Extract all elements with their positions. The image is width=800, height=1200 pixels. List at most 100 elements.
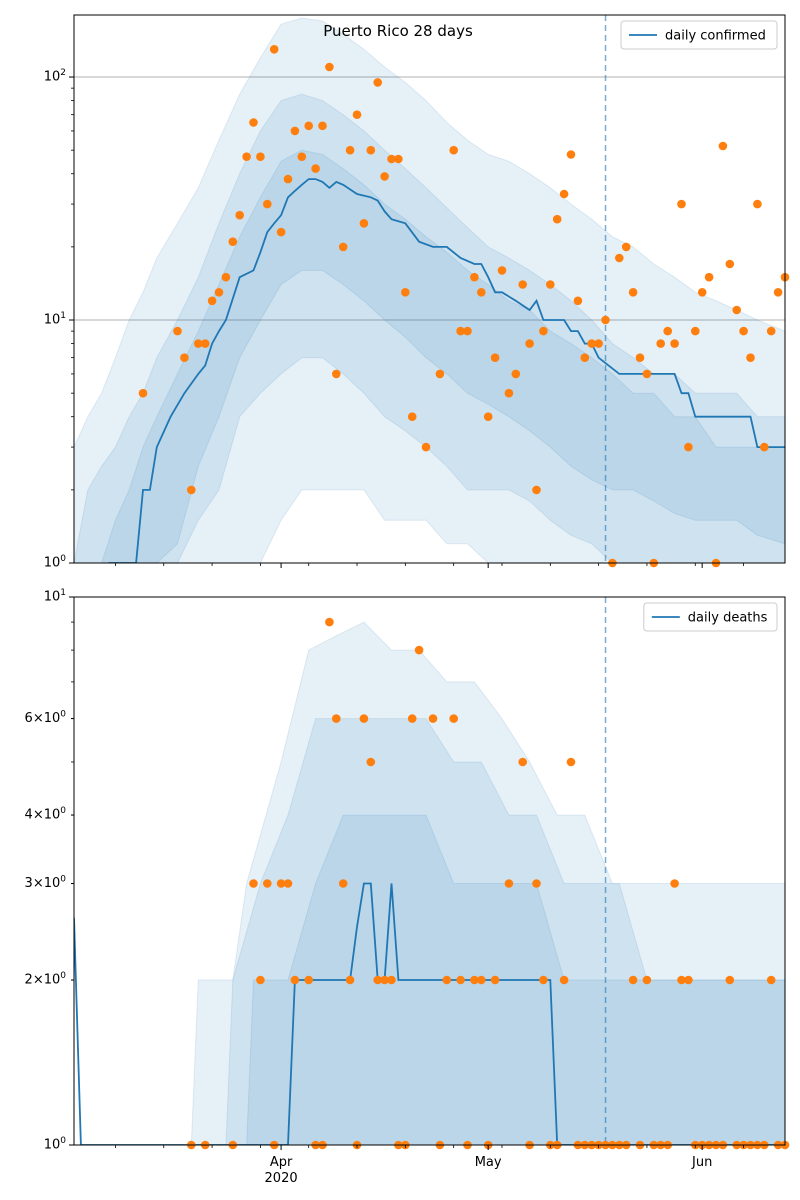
data-point [677, 199, 686, 209]
data-point [269, 45, 279, 54]
data-point [407, 714, 417, 723]
data-point [194, 339, 203, 348]
data-point [573, 296, 583, 306]
data-point [587, 339, 596, 348]
data-point [566, 757, 576, 767]
data-point [580, 353, 590, 363]
data-point [249, 118, 258, 127]
data-point [228, 237, 238, 246]
data-point [318, 121, 327, 131]
data-point [290, 126, 300, 136]
data-point [642, 369, 652, 379]
data-point [283, 879, 293, 888]
data-point [546, 280, 555, 289]
data-point [359, 714, 369, 723]
data-point [552, 214, 562, 224]
data-point [559, 189, 569, 199]
data-point [691, 326, 700, 336]
data-point [490, 975, 500, 985]
data-point [221, 272, 231, 282]
y-tick-label: 101 [44, 311, 66, 328]
legend-box [620, 20, 778, 50]
x-tick-label: May [475, 1155, 502, 1170]
data-point [263, 199, 272, 209]
chart-title: Puerto Rico 28 days [323, 22, 473, 40]
data-point [263, 879, 272, 888]
data-point [642, 975, 652, 985]
data-point [470, 272, 479, 282]
data-point [753, 199, 762, 209]
data-point [449, 145, 459, 155]
data-point [504, 879, 514, 888]
data-point [401, 288, 410, 297]
data-point [256, 152, 265, 161]
data-point [297, 152, 307, 161]
data-point [766, 326, 776, 336]
data-point [594, 339, 603, 348]
data-point [490, 353, 500, 363]
data-point [739, 326, 748, 336]
data-point [387, 154, 396, 164]
data-point [511, 369, 521, 379]
data-point [559, 975, 569, 985]
data-point [456, 326, 465, 336]
data-point [338, 879, 348, 888]
data-point [504, 388, 514, 398]
data-point [366, 757, 376, 767]
legend-label: daily deaths [688, 611, 768, 626]
confirmed-panel: 100 101 102 daily confirmed [44, 14, 790, 571]
data-point [283, 174, 293, 184]
data-point [304, 975, 314, 985]
data-point [380, 172, 389, 181]
quantile-band-middle [74, 718, 785, 1145]
data-point [187, 485, 196, 495]
data-point [311, 164, 320, 173]
data-point [332, 369, 341, 379]
data-point [449, 714, 459, 723]
data-point [628, 288, 638, 297]
data-point [380, 975, 389, 985]
y-tick-label: 100 [44, 1136, 67, 1153]
data-point [332, 714, 341, 723]
data-point [497, 266, 507, 275]
data-point [414, 645, 424, 655]
y-tick-label: 4×100 [25, 806, 67, 823]
data-point [394, 154, 403, 164]
data-point [304, 121, 314, 131]
data-point [518, 280, 527, 289]
data-point [421, 442, 431, 452]
data-point [207, 296, 217, 306]
data-point [532, 879, 541, 888]
data-point [566, 150, 576, 159]
data-point [525, 339, 534, 348]
data-point [387, 975, 396, 985]
data-point [621, 242, 631, 252]
y-tick-label: 3×100 [25, 874, 67, 891]
data-point [373, 975, 383, 985]
quantile-band-outer [74, 17, 785, 563]
data-point [470, 975, 479, 985]
data-point [725, 259, 735, 269]
x-tick-label: Apr [270, 1155, 293, 1170]
data-point [725, 975, 735, 985]
data-point [635, 353, 645, 363]
data-point [180, 353, 189, 363]
quantile-band-outer [74, 621, 785, 1145]
data-point [601, 315, 610, 325]
series-line [108, 178, 785, 563]
data-point [539, 326, 548, 336]
axes-frame [73, 14, 786, 564]
y-tick-label: 2×100 [25, 971, 67, 988]
data-point [435, 369, 445, 379]
data-point [173, 326, 182, 336]
data-point [746, 353, 755, 363]
data-point [373, 78, 383, 87]
data-point [477, 975, 486, 985]
data-point [697, 288, 707, 297]
data-point [345, 145, 355, 155]
data-point [704, 272, 714, 282]
data-point [359, 219, 369, 228]
y-tick-label: 101 [44, 588, 66, 605]
data-point [677, 975, 686, 985]
quantile-band-middle [74, 93, 785, 563]
